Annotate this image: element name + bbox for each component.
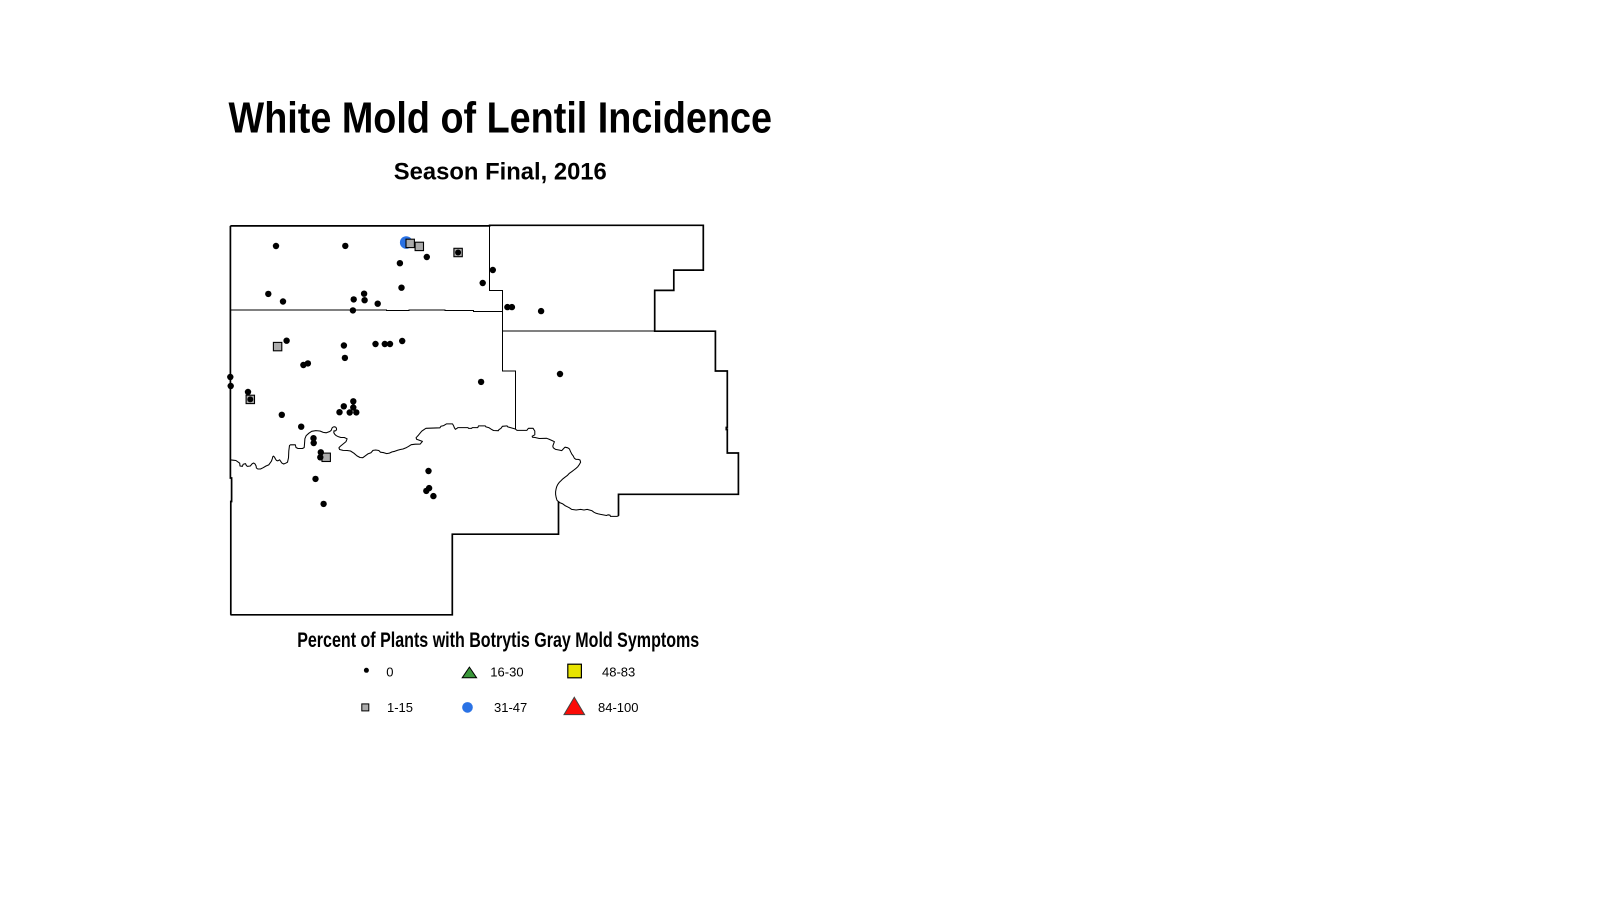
- svg-text:48-83: 48-83: [602, 664, 635, 679]
- svg-text:White Mold of Lentil Incidence: White Mold of Lentil Incidence: [229, 95, 773, 143]
- svg-text:31-47: 31-47: [494, 700, 527, 715]
- svg-text:Percent of Plants with Botryti: Percent of Plants with Botrytis Gray Mol…: [297, 629, 699, 652]
- svg-text:84-100: 84-100: [598, 700, 638, 715]
- svg-text:0: 0: [386, 664, 393, 679]
- svg-text:16-30: 16-30: [490, 664, 523, 679]
- svg-text:1-15: 1-15: [387, 700, 413, 715]
- svg-text:Season Final, 2016: Season Final, 2016: [394, 159, 607, 186]
